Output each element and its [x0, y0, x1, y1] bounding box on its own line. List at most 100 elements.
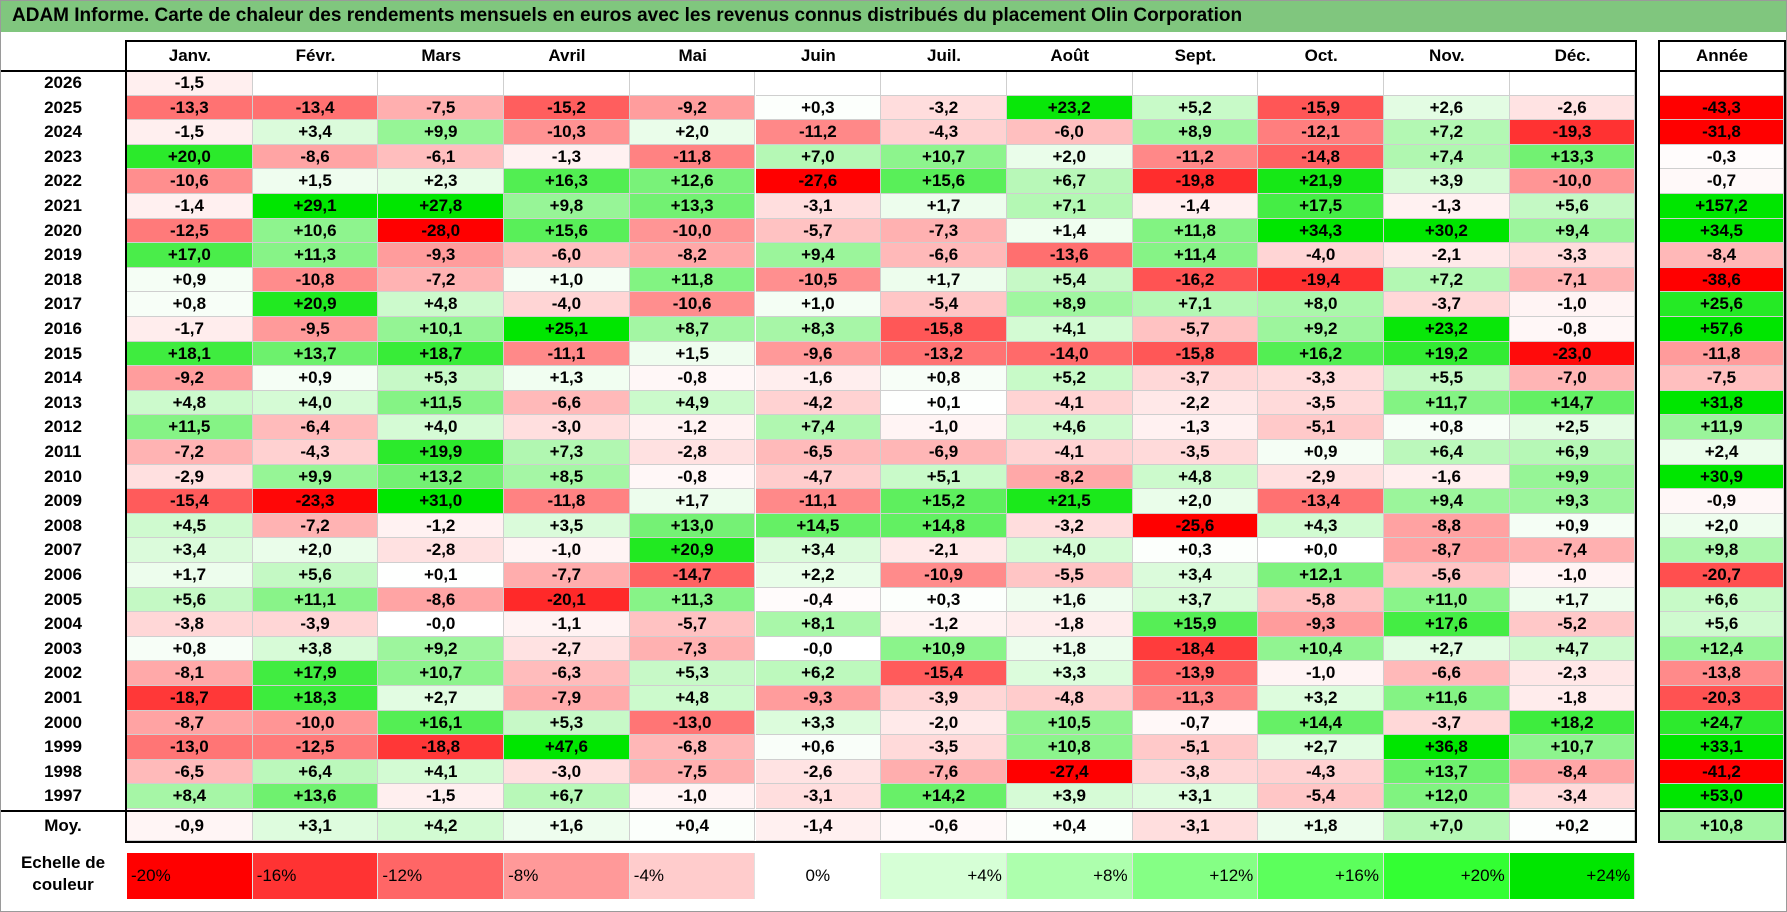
annual-cell: -0,3 [1660, 144, 1784, 170]
heatmap-cell: -18,4 [1132, 636, 1259, 662]
heatmap-cell: +6,7 [504, 784, 630, 809]
heatmap-cell: -5,4 [1258, 784, 1384, 809]
year-label: 2007 [44, 540, 82, 560]
heatmap-cell: +0,9 [1509, 513, 1636, 539]
average-cell: +3,1 [252, 811, 379, 841]
year-label: 2001 [44, 688, 82, 707]
heatmap-cell: -6,4 [252, 415, 379, 440]
heatmap-cell: -15,8 [881, 317, 1007, 342]
heatmap-cell: +0,1 [881, 390, 1007, 416]
heatmap-cell: -1,3 [1132, 415, 1259, 440]
heatmap-cell: -11,2 [755, 120, 882, 145]
heatmap-cell: -2,2 [1132, 390, 1259, 416]
heatmap-cell: -10,9 [881, 563, 1007, 588]
color-scale-swatch: +24% [1509, 853, 1636, 899]
heatmap-cell: +17,0 [127, 243, 253, 268]
heatmap-cell: -3,2 [881, 95, 1007, 121]
heatmap-cell: -27,4 [1006, 759, 1133, 785]
heatmap-cell: -2,1 [881, 538, 1007, 563]
heatmap-cell: -1,8 [1006, 612, 1133, 637]
year-label: 2009 [44, 491, 82, 511]
color-scale-swatch: -12% [378, 853, 505, 899]
year-label: 2013 [44, 392, 82, 412]
heatmap-cell: +2,7 [378, 686, 505, 711]
heatmap-cell: -2,0 [881, 710, 1007, 736]
heatmap-cell: -6,8 [629, 735, 756, 760]
heatmap-cell: -7,4 [1509, 538, 1636, 563]
heatmap-cell: +13,3 [629, 194, 756, 219]
year-label: 2006 [44, 565, 82, 584]
heatmap-cell: -10,6 [629, 292, 756, 317]
heatmap-cell: +8,7 [629, 317, 756, 342]
annual-cell: +6,6 [1660, 587, 1784, 613]
heatmap-cell: -12,5 [252, 735, 379, 760]
heatmap-cell: +11,5 [378, 390, 505, 416]
heatmap-cell: -23,0 [1509, 341, 1636, 367]
heatmap-cell: -10,0 [252, 710, 379, 736]
heatmap-cell: +0,8 [881, 366, 1007, 391]
heatmap-cell: -28,0 [378, 218, 505, 244]
heatmap-cell: +5,2 [1132, 95, 1259, 121]
heatmap-cell: +21,5 [1006, 489, 1133, 514]
heatmap-cell: +16,3 [504, 169, 630, 194]
annual-cell [1660, 71, 1784, 96]
heatmap-cell: +9,4 [755, 243, 882, 268]
heatmap-cell: -7,9 [504, 686, 630, 711]
annual-cell: -31,8 [1660, 120, 1784, 145]
heatmap-cell: +1,7 [127, 563, 253, 588]
heatmap-cell: +10,4 [1258, 636, 1384, 662]
heatmap-cell: +14,8 [881, 513, 1007, 539]
heatmap-cell: +3,4 [252, 120, 379, 145]
heatmap-cell: -1,6 [1384, 464, 1510, 490]
heatmap-cell: +18,3 [252, 686, 379, 711]
heatmap-cell: -11,8 [629, 144, 756, 170]
year-label: 2017 [44, 294, 82, 314]
heatmap-cell: +0,1 [378, 563, 505, 588]
heatmap-cell: +0,3 [1132, 538, 1259, 563]
year-label: 2002 [44, 663, 82, 683]
average-cell: +0,4 [1006, 811, 1133, 841]
heatmap-cell: -4,1 [1006, 440, 1133, 465]
heatmap-cell: -6,5 [127, 759, 253, 785]
average-annual-cell: +10,8 [1660, 811, 1784, 841]
heatmap-cell: -10,6 [127, 169, 253, 194]
heatmap-cell [881, 71, 1007, 96]
heatmap-cell: -1,3 [1384, 194, 1510, 219]
heatmap-cell: -3,7 [1132, 366, 1259, 391]
heatmap-cell: -1,0 [1258, 661, 1384, 686]
heatmap-cell: +9,9 [378, 120, 505, 145]
heatmap-cell: -5,7 [1132, 317, 1259, 342]
heatmap-cell: -2,3 [1509, 661, 1636, 686]
heatmap-cell: +4,8 [629, 686, 756, 711]
heatmap-cell: +4,0 [1006, 538, 1133, 563]
heatmap-cell: +17,6 [1384, 612, 1510, 637]
heatmap-cell: +10,5 [1006, 710, 1133, 736]
heatmap-cell: -3,1 [755, 194, 882, 219]
heatmap-cell: -10,5 [755, 267, 882, 293]
heatmap-cell: -4,3 [881, 120, 1007, 145]
heatmap-cell: -0,8 [629, 366, 756, 391]
heatmap-cell: +9,2 [1258, 317, 1384, 342]
heatmap-cell: +1,5 [629, 341, 756, 367]
column-header: Juil. [927, 46, 962, 65]
heatmap-cell: +25,1 [504, 317, 630, 342]
heatmap-cell: +13,7 [1384, 759, 1510, 785]
annual-cell: +24,7 [1660, 710, 1784, 736]
heatmap-cell: -10,0 [1509, 169, 1636, 194]
color-scale-swatch: 0% [755, 853, 882, 899]
heatmap-cell: +4,8 [378, 292, 505, 317]
heatmap-cell: -1,0 [881, 415, 1007, 440]
annual-cell: +57,6 [1660, 317, 1784, 342]
heatmap-cell: -15,4 [881, 661, 1007, 686]
heatmap-cell: -13,4 [252, 95, 379, 121]
color-scale-swatch: -4% [629, 853, 756, 899]
heatmap-cell: +2,5 [1509, 415, 1636, 440]
annual-cell: +9,8 [1660, 538, 1784, 563]
heatmap-cell: -19,8 [1132, 169, 1259, 194]
heatmap-cell: -3,5 [881, 735, 1007, 760]
heatmap-cell: +6,7 [1006, 169, 1133, 194]
heatmap-cell: +3,4 [1132, 563, 1259, 588]
heatmap-cell: -7,7 [504, 563, 630, 588]
heatmap-cell: -13,3 [127, 95, 253, 121]
heatmap-cell: +12,0 [1384, 784, 1510, 809]
